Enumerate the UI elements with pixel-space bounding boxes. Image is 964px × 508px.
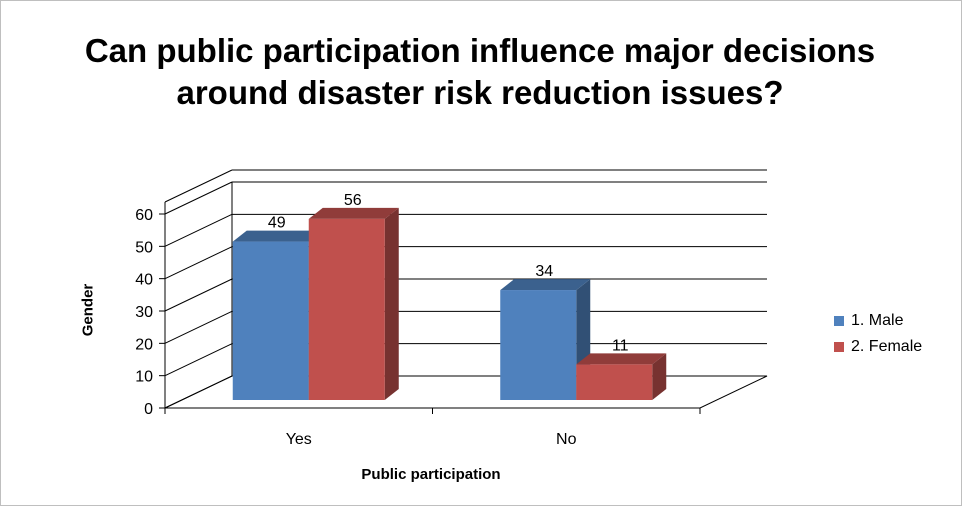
y-tick-label-30: 30 xyxy=(135,304,153,321)
chart-title: Can public participation influence major… xyxy=(84,32,876,111)
y-tick-label-40: 40 xyxy=(135,272,153,289)
bar-2-female-yes xyxy=(308,218,385,400)
legend-item-male: 1. Male xyxy=(834,308,922,334)
y-tick-label-60: 60 xyxy=(135,207,153,224)
y-tick-label-50: 50 xyxy=(135,239,153,256)
y-tick-label-20: 20 xyxy=(135,336,153,353)
x-tick-label-no: No xyxy=(556,431,577,448)
data-label-1-male-yes: 49 xyxy=(268,215,286,232)
grid-diagonal-40 xyxy=(164,246,233,280)
x-axis-title: Public participation xyxy=(361,466,501,483)
bar-top-2-female-yes xyxy=(308,207,399,219)
legend-label-male: 1. Male xyxy=(851,312,904,329)
bar-side-2-female-yes xyxy=(384,207,399,400)
data-label-2-female-yes: 56 xyxy=(344,192,362,209)
y-tick-label-0: 0 xyxy=(144,401,153,418)
bar-2-female-no xyxy=(576,364,653,400)
bar-top-1-male-yes xyxy=(232,230,323,242)
grid-diagonal-30 xyxy=(164,278,233,312)
bar-1-male-no xyxy=(500,290,577,400)
grid-diagonal-10 xyxy=(164,343,233,377)
bar-top-2-female-no xyxy=(576,353,667,365)
grid-diagonal-20 xyxy=(164,310,233,344)
bar-top-1-male-no xyxy=(500,279,591,291)
legend-swatch-female xyxy=(834,342,844,352)
side-wall-top xyxy=(164,169,233,203)
bar-side-2-female-no xyxy=(652,353,667,400)
data-label-2-female-no: 11 xyxy=(612,337,629,354)
bar-1-male-yes xyxy=(232,241,309,400)
x-tick-label-yes: Yes xyxy=(286,431,312,448)
legend-swatch-male xyxy=(834,316,844,326)
y-axis-title: Gender xyxy=(79,283,97,337)
legend-label-female: 2. Female xyxy=(851,338,923,355)
grid-diagonal-60 xyxy=(164,181,233,215)
legend: 1. Male 2. Female xyxy=(834,308,922,360)
grid-diagonal-50 xyxy=(164,213,233,247)
legend-item-female: 2. Female xyxy=(834,334,922,360)
y-tick-label-10: 10 xyxy=(135,369,153,386)
data-label-1-male-no: 34 xyxy=(535,263,553,280)
